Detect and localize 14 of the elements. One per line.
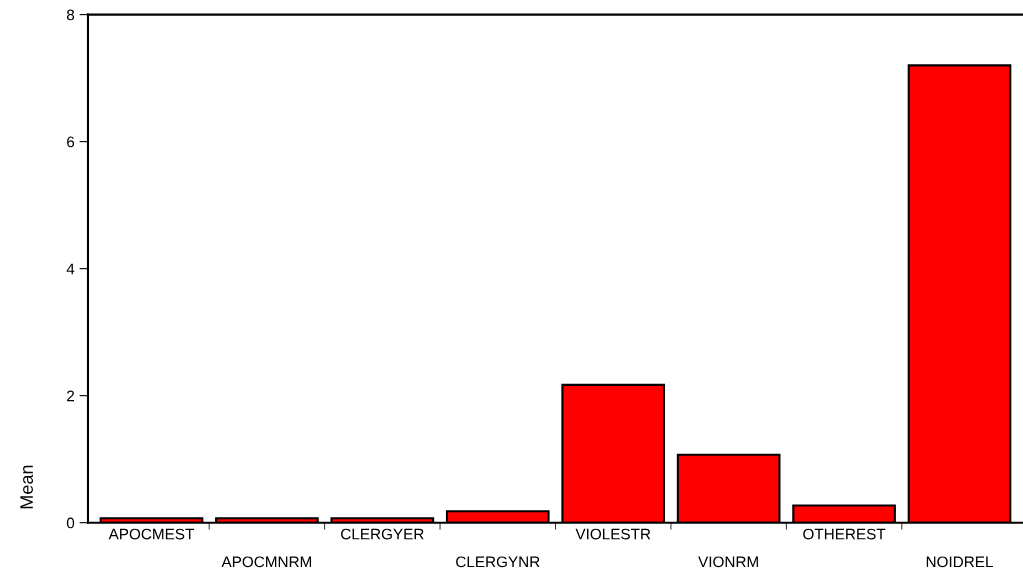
y-tick-label: 8 (66, 9, 75, 21)
x-tick-label: APOCMNRM (221, 556, 312, 568)
x-tick-label: VIOLESTR (575, 528, 651, 540)
y-tick-label: 6 (67, 136, 75, 148)
x-tick-label: CLERGYNR (456, 556, 540, 568)
y-axis-title: Mean (20, 465, 33, 509)
y-tick-label: 0 (66, 517, 75, 529)
y-tick-label: 2 (67, 390, 75, 402)
x-tick-label: NOIDREL (926, 556, 993, 568)
x-tick-label: OTHEREST (803, 528, 886, 540)
y-tick-label: 4 (66, 263, 75, 275)
x-tick-label: VIONRM (698, 556, 758, 568)
x-tick-label: CLERGYER (341, 528, 424, 540)
x-tick-label: APOCMEST (108, 528, 194, 540)
